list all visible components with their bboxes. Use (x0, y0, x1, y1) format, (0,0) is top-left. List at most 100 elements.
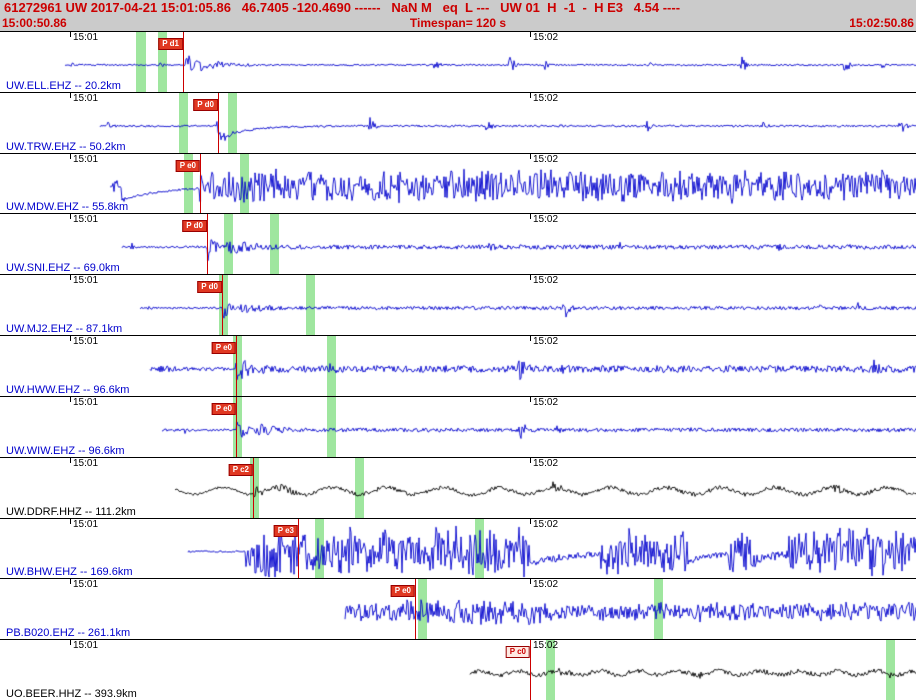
window-start-time: 15:00:50.86 (2, 16, 67, 30)
pick-flag[interactable]: P d0 (197, 281, 222, 294)
pick-flag[interactable]: P e0 (175, 159, 200, 172)
station-label: UW.ELL.EHZ -- 20.2km (6, 79, 121, 92)
minute-tick-1 (70, 214, 71, 220)
minute-label-2: 15:02 (533, 32, 559, 43)
pick-line (415, 579, 416, 640)
waveform-strip: 15:01 15:02 P e0 UW.MDW.EHZ -- 55.8km (0, 152, 916, 214)
station-label: PB.B020.EHZ -- 261.1km (6, 627, 131, 640)
pick-flag-label: P d0 (201, 282, 218, 292)
waveform-trace[interactable] (0, 640, 916, 700)
minute-label-1: 15:01 (73, 214, 99, 226)
minute-label-1: 15:01 (73, 32, 99, 43)
waveform-trace[interactable] (0, 92, 916, 153)
waveform-strip: 15:01 15:02 P e0 PB.B020.EHZ -- 261.1km (0, 578, 916, 640)
strips: 15:01 15:02 P d1 UW.ELL.EHZ -- 20.2km 15… (0, 31, 916, 700)
station-label: UW.MJ2.EHZ -- 87.1km (6, 323, 123, 336)
pick-flag[interactable]: P d0 (182, 220, 207, 233)
minute-tick-1 (70, 640, 71, 646)
waveform-trace[interactable] (0, 579, 916, 640)
pick-flag-label: P e0 (179, 160, 196, 170)
pick-flag-label: P e0 (394, 586, 411, 596)
pick-flag-label: P c0 (509, 647, 526, 657)
waveform-strip: 15:01 15:02 P e0 UW.WIW.EHZ -- 96.6km (0, 395, 916, 457)
minute-label-2: 15:02 (533, 518, 559, 530)
pick-line (530, 640, 531, 700)
waveform-trace[interactable] (0, 396, 916, 457)
waveform-trace[interactable] (0, 275, 916, 336)
minute-tick-1 (70, 336, 71, 342)
minute-tick-2 (530, 153, 531, 159)
pick-flag[interactable]: P c0 (505, 646, 530, 659)
pick-line (253, 457, 254, 518)
minute-tick-1 (70, 92, 71, 98)
station-label: UW.HWW.EHZ -- 96.6km (6, 383, 130, 396)
minute-tick-1 (70, 275, 71, 281)
minute-tick-2 (530, 457, 531, 463)
pick-flag-label: P d1 (162, 39, 179, 48)
minute-tick-1 (70, 579, 71, 585)
station-label: UO.BEER.HHZ -- 393.9km (6, 687, 137, 700)
pick-line (183, 32, 184, 92)
minute-tick-2 (530, 214, 531, 220)
minute-label-2: 15:02 (533, 579, 559, 591)
minute-label-1: 15:01 (73, 396, 99, 408)
pick-flag-label: P e0 (215, 343, 232, 353)
pick-line (298, 518, 299, 579)
waveform-strip: 15:01 15:02 P e0 UW.HWW.EHZ -- 96.6km (0, 335, 916, 396)
pick-line (218, 92, 219, 153)
minute-label-1: 15:01 (73, 153, 99, 165)
minute-tick-2 (530, 396, 531, 402)
pick-flag[interactable]: P d0 (193, 98, 218, 111)
minute-label-2: 15:02 (533, 92, 559, 104)
event-summary: 61272961 UW 2017-04-21 15:01:05.86 46.74… (4, 0, 681, 15)
minute-tick-1 (70, 153, 71, 159)
pick-flag[interactable]: P d1 (158, 38, 183, 50)
pick-line (236, 396, 237, 457)
minute-tick-2 (530, 518, 531, 524)
pick-flag[interactable]: P e3 (273, 524, 298, 537)
waveform-strip: 15:01 15:02 P d1 UW.ELL.EHZ -- 20.2km (0, 31, 916, 92)
station-label: UW.SNI.EHZ -- 69.0km (6, 262, 120, 275)
waveform-trace[interactable] (0, 153, 916, 214)
minute-tick-2 (530, 32, 531, 37)
pick-flag[interactable]: P c2 (228, 463, 253, 476)
minute-tick-1 (70, 457, 71, 463)
pick-flag[interactable]: P e0 (211, 402, 236, 415)
station-label: UW.BHW.EHZ -- 169.6km (6, 566, 133, 579)
station-label: UW.TRW.EHZ -- 50.2km (6, 140, 126, 153)
minute-label-1: 15:01 (73, 457, 99, 469)
pick-flag[interactable]: P e0 (390, 585, 415, 598)
window-end-time: 15:02:50.86 (849, 16, 914, 30)
pick-flag[interactable]: P e0 (211, 342, 236, 355)
waveform-trace[interactable] (0, 32, 916, 92)
pick-line (207, 214, 208, 275)
minute-label-1: 15:01 (73, 640, 99, 652)
minute-label-2: 15:02 (533, 214, 559, 226)
time-ruler: 15:00:50.86 Timespan= 120 s 15:02:50.86 (0, 16, 916, 31)
minute-tick-1 (70, 396, 71, 402)
minute-label-1: 15:01 (73, 336, 99, 348)
waveform-trace[interactable] (0, 214, 916, 275)
waveform-strip: 15:01 15:02 P c2 UW.DDRF.HHZ -- 111.2km (0, 456, 916, 518)
minute-tick-2 (530, 275, 531, 281)
minute-label-2: 15:02 (533, 275, 559, 287)
pick-flag-label: P c2 (232, 464, 249, 474)
minute-label-1: 15:01 (73, 579, 99, 591)
waveform-strip: 15:01 15:02 P d0 UW.SNI.EHZ -- 69.0km (0, 213, 916, 275)
waveform-trace[interactable] (0, 457, 916, 518)
pick-line (236, 336, 237, 396)
station-label: UW.WIW.EHZ -- 96.6km (6, 444, 125, 457)
minute-tick-2 (530, 336, 531, 342)
minute-label-1: 15:01 (73, 275, 99, 287)
pick-flag-label: P d0 (186, 221, 203, 231)
waveform-trace[interactable] (0, 336, 916, 396)
waveform-trace[interactable] (0, 518, 916, 579)
minute-tick-2 (530, 92, 531, 98)
pick-flag-label: P e0 (215, 403, 232, 413)
minute-label-2: 15:02 (533, 336, 559, 348)
minute-tick-1 (70, 518, 71, 524)
minute-label-2: 15:02 (533, 457, 559, 469)
minute-tick-1 (70, 32, 71, 37)
timespan-label: Timespan= 120 s (409, 16, 507, 30)
